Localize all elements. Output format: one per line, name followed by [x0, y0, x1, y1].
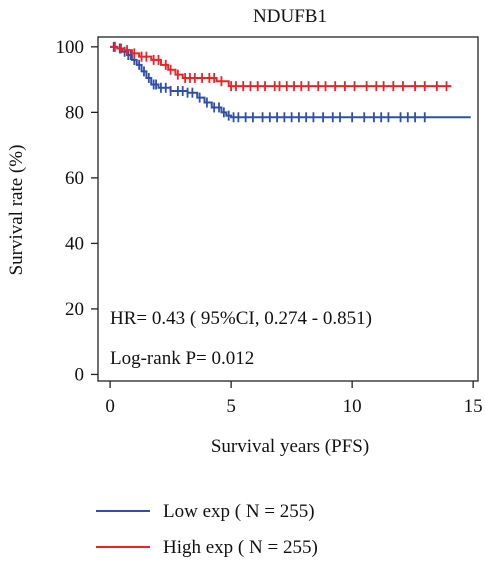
hr-annotation: HR= 0.43 ( 95%CI, 0.274 - 0.851): [110, 308, 372, 329]
y-axis-label: Survival rate (%): [6, 145, 27, 276]
x-axis-label: Survival years (PFS): [211, 436, 369, 457]
y-tick-label: 20: [65, 299, 84, 320]
series-high: [110, 41, 452, 92]
legend-label-low: Low exp ( N = 255): [163, 501, 315, 522]
y-tick-label: 100: [56, 37, 85, 58]
km-curve: [110, 45, 471, 119]
x-tick-label: 0: [105, 396, 115, 417]
y-tick-label: 80: [65, 102, 84, 123]
survival-curves: [110, 41, 471, 123]
y-tick-label: 0: [75, 364, 85, 385]
plot-frame: [97, 36, 479, 382]
logrank-annotation: Log-rank P= 0.012: [110, 348, 254, 369]
x-tick-label: 10: [343, 396, 362, 417]
y-tick-label: 40: [65, 233, 84, 254]
x-tick-label: 15: [464, 396, 483, 417]
chart-title: NDUFB1: [253, 6, 327, 27]
axis-ticks: 0 5 10 15 0 20 40 60 80 100: [56, 37, 483, 417]
series-low: [110, 41, 471, 123]
y-tick-label: 60: [65, 168, 84, 189]
legend-label-high: High exp ( N = 255): [163, 537, 318, 558]
x-tick-label: 5: [226, 396, 236, 417]
km-curve: [110, 45, 452, 88]
